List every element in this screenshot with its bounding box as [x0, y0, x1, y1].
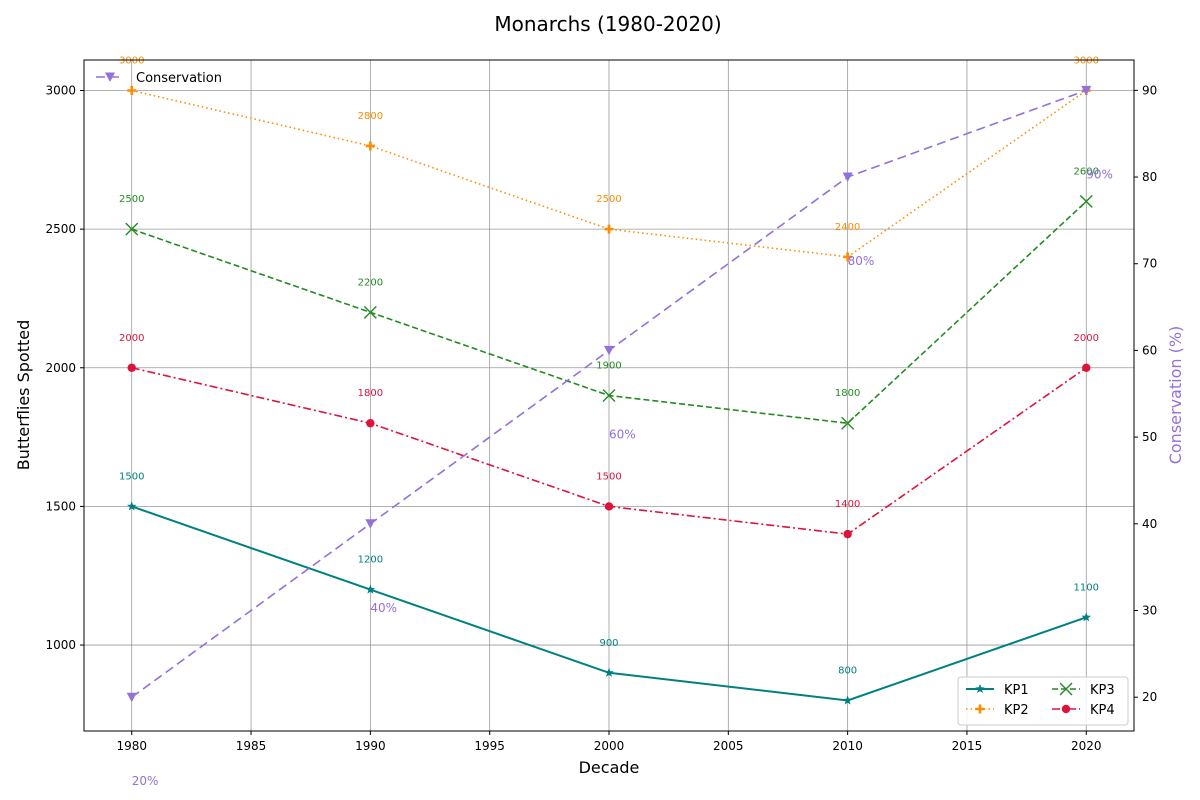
- data-label-kp1: 900: [599, 638, 618, 649]
- point-kp3: [1079, 194, 1093, 208]
- data-label-kp2: 2400: [835, 222, 860, 233]
- data-label-kp2: 3000: [1074, 56, 1099, 67]
- data-label-conservation: 20%: [132, 774, 159, 788]
- point-kp2: [127, 86, 137, 95]
- legend-label-kp3: KP3: [1090, 683, 1115, 698]
- plot-area-frame: [83, 59, 1135, 732]
- right-y-axis-label: Conservation (%): [1166, 326, 1185, 465]
- data-label-kp4: 1800: [358, 388, 383, 399]
- data-label-kp3: 1900: [596, 361, 621, 372]
- point-kp1: [126, 501, 137, 511]
- point-conservation: [1081, 85, 1092, 96]
- data-label-conservation: 80%: [848, 254, 875, 268]
- legend-marker-conservation: [105, 72, 115, 82]
- point-conservation: [604, 345, 614, 356]
- x-axis-label: Decade: [579, 758, 640, 777]
- data-label-kp1: 1100: [1074, 582, 1099, 593]
- right-y-tick-label: 90: [1142, 83, 1157, 97]
- x-tick-label: 1985: [236, 739, 267, 753]
- point-conservation: [365, 519, 376, 529]
- right-y-tick-label: 70: [1142, 257, 1157, 271]
- y-tick-label: 2000: [45, 361, 76, 375]
- right-y-tick-label: 50: [1142, 430, 1157, 444]
- data-label-conservation: 40%: [370, 601, 397, 615]
- y-axis-ticks: 1000 1500 2000 2500 3000: [45, 84, 84, 652]
- x-tick-label: 2010: [832, 739, 863, 753]
- y-tick-label: 1000: [45, 638, 76, 652]
- x-tick-label: 2000: [594, 739, 625, 753]
- point-conservation: [126, 692, 137, 703]
- legend-marker-kp3: [1059, 682, 1073, 696]
- x-tick-label: 2005: [713, 739, 744, 753]
- y-axis-label: Butterflies Spotted: [14, 320, 33, 471]
- data-label-kp4: 1400: [835, 499, 860, 510]
- x-axis-ticks: 1980 1985 1990 1995 2000 2005 2010 2015 2020: [116, 731, 1102, 753]
- data-label-kp1: 1200: [358, 555, 383, 566]
- point-kp1: [842, 695, 853, 705]
- right-y-tick-label: 40: [1142, 517, 1157, 531]
- series-line-kp2: [131, 89, 1087, 258]
- data-label-kp2: 3000: [119, 56, 144, 67]
- legend-label-conservation: Conservation: [136, 71, 222, 86]
- x-tick-label: 2020: [1071, 739, 1102, 753]
- conservation-layer: [126, 85, 1092, 703]
- right-y-tick-label: 60: [1142, 343, 1157, 357]
- point-kp3: [125, 222, 139, 236]
- data-label-kp3: 2600: [1074, 166, 1099, 177]
- data-label-kp1: 800: [838, 666, 857, 677]
- x-tick-label: 1980: [116, 739, 147, 753]
- legend-marker-kp4: [1061, 704, 1071, 714]
- right-y-tick-label: 80: [1142, 170, 1157, 184]
- data-label-kp4: 2000: [119, 333, 144, 344]
- point-kp4: [1082, 363, 1091, 372]
- point-conservation: [842, 172, 853, 183]
- right-y-axis-ticks: 20 30 40 50 60 70 80 90: [1134, 83, 1157, 704]
- point-kp2: [843, 252, 853, 262]
- x-tick-label: 2015: [952, 739, 983, 753]
- legend-label-kp2: KP2: [1004, 703, 1029, 718]
- legend-series: KP1 KP2 KP3 KP4: [957, 676, 1129, 726]
- y-tick-label: 3000: [45, 84, 76, 98]
- y-tick-label: 1500: [45, 499, 76, 513]
- series-layer: [125, 86, 1093, 705]
- legend-label-kp4: KP4: [1090, 703, 1115, 718]
- point-kp2: [604, 224, 614, 234]
- point-kp1: [365, 584, 376, 594]
- data-label-kp2: 2500: [596, 194, 621, 205]
- legend-label-kp1: KP1: [1004, 683, 1029, 698]
- data-label-conservation: 60%: [609, 427, 636, 441]
- right-y-tick-label: 30: [1142, 603, 1157, 617]
- data-label-kp1: 1500: [119, 471, 144, 482]
- data-label-kp4: 1500: [596, 471, 621, 482]
- chart-title: Monarchs (1980-2020): [494, 12, 721, 36]
- point-kp4: [843, 529, 852, 539]
- legend-marker-kp1: [975, 684, 985, 694]
- legend-box: [957, 676, 1129, 726]
- point-kp2: [365, 141, 375, 151]
- point-kp3: [841, 416, 855, 430]
- data-label-kp3: 2200: [358, 277, 383, 288]
- point-kp1: [1081, 612, 1092, 622]
- data-label-conservation: 90%: [1086, 167, 1113, 181]
- point-kp3: [363, 305, 377, 319]
- data-labels: 1500 1200 900 800 1100 3000 2800 2500 2400 3000 25…: [119, 56, 1113, 789]
- data-label-kp3: 2500: [119, 194, 144, 205]
- data-label-kp3: 1800: [835, 388, 860, 399]
- data-label-kp2: 2800: [358, 111, 383, 122]
- data-label-kp4: 2000: [1074, 333, 1099, 344]
- point-kp3: [602, 389, 616, 402]
- point-kp4: [604, 502, 614, 511]
- x-tick-label: 1995: [474, 739, 505, 753]
- y-tick-label: 2500: [45, 222, 76, 236]
- point-kp4: [127, 363, 136, 372]
- legend-conservation: Conservation: [96, 71, 222, 86]
- x-tick-label: 1990: [355, 739, 386, 753]
- right-y-tick-label: 20: [1142, 690, 1157, 704]
- legend-marker-kp2: [975, 704, 985, 714]
- point-kp4: [366, 419, 375, 428]
- point-kp1: [604, 667, 614, 677]
